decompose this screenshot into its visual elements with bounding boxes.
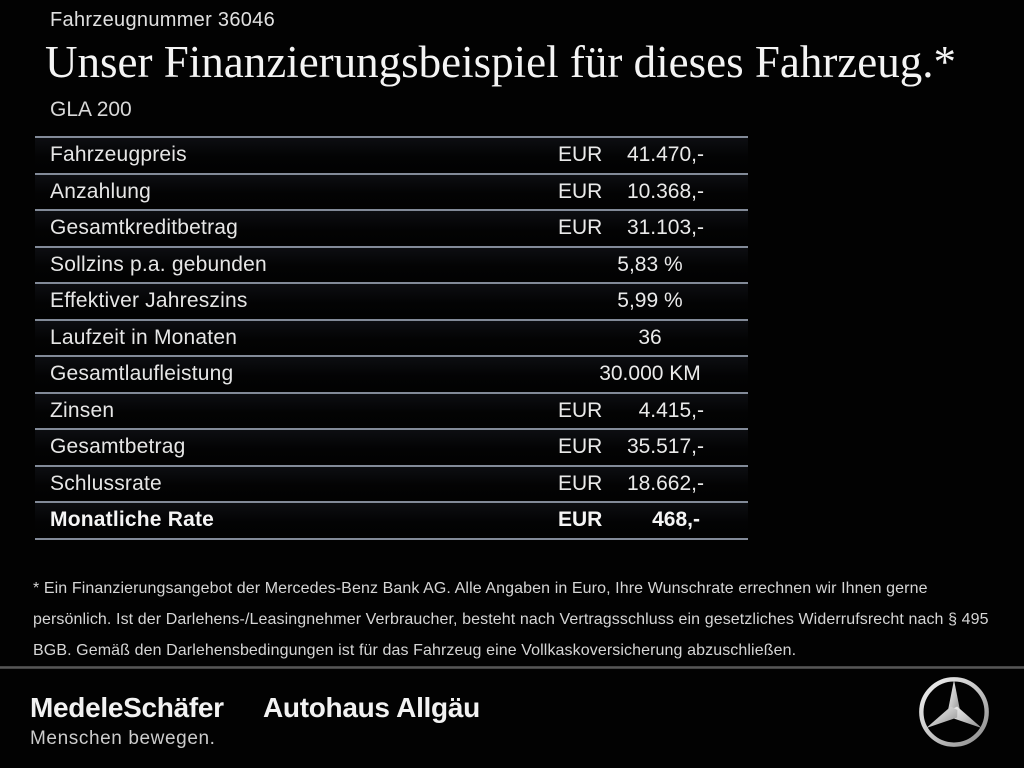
row-label: Schlussrate [50,471,162,495]
finance-table-row: Schlussrate EUR 18.662,- [35,464,748,501]
page-title: Unser Finanzierungsbeispiel für dieses F… [45,37,957,87]
finance-table-row: Gesamtbetrag EUR 35.517,- [35,428,748,465]
amount-value: 10.368,- [626,179,704,203]
finance-table-row: Gesamtlaufleistung 30.000 KM [35,355,748,392]
finance-table-row: Sollzins p.a. gebunden 5,83 % [35,245,748,282]
row-value: 30.000 KM [556,362,748,386]
amount-value: 41.470,- [626,143,704,167]
dealer-logo-secondary: Autohaus Allgäu [263,692,480,723]
footnote: * Ein Finanzierungsangebot der Mercedes-… [33,580,989,659]
row-value: EUR 31.103,- [556,216,748,240]
row-label: Zinsen [50,398,115,422]
mercedes-star-icon [919,677,989,747]
finance-table-row: Monatliche Rate EUR 468,- [35,501,748,538]
dealer-tagline: Menschen bewegen. [30,728,216,749]
amount-value: 36 [638,325,662,349]
amount-value: 4.415,- [638,398,704,422]
currency-label: EUR [558,143,603,167]
dealer-logo-primary: MedeleSchäfer [30,692,224,723]
currency-label: EUR [558,398,603,422]
row-label: Laufzeit in Monaten [50,325,238,349]
vehicle-number: Fahrzeugnummer 36046 [50,9,276,31]
currency-label: EUR [558,216,603,240]
row-value: EUR 468,- [556,508,748,532]
row-label: Anzahlung [50,179,152,203]
row-value: EUR 41.470,- [556,143,748,167]
row-label: Effektiver Jahreszins [50,289,248,313]
amount-value: 18.662,- [626,471,704,495]
row-value: EUR 4.415,- [556,399,748,423]
finance-table-row: Anzahlung EUR 10.368,- [35,172,748,209]
model-name: GLA 200 [50,98,132,121]
currency-label: EUR [558,179,603,203]
finance-table: Fahrzeugpreis EUR 41.470,- Anzahlung EUR 10.3… [35,136,748,540]
row-value: EUR 10.368,- [556,180,748,204]
finance-table-row: Effektiver Jahreszins 5,99 % [35,282,748,319]
row-value: EUR 18.662,- [556,472,748,496]
row-value: 5,83 % [556,253,748,277]
row-label: Gesamtbetrag [50,435,186,459]
footer-divider [0,666,1024,669]
finance-table-row: Gesamtkreditbetrag EUR 31.103,- [35,209,748,246]
amount-value: 5,83 % [617,252,683,276]
row-label: Monatliche Rate [50,508,215,532]
row-value: 36 [556,326,748,350]
row-label: Gesamtlaufleistung [50,362,234,386]
finance-table-row: Laufzeit in Monaten 36 [35,318,748,355]
row-value: 5,99 % [556,289,748,313]
row-label: Fahrzeugpreis [50,143,187,167]
amount-value: 5,99 % [617,289,683,313]
amount-value: 35.517,- [626,435,704,459]
finance-table-row: Zinsen EUR 4.415,- [35,391,748,428]
currency-label: EUR [558,508,603,532]
row-label: Sollzins p.a. gebunden [50,252,267,276]
finance-table-row: Fahrzeugpreis EUR 41.470,- [35,136,748,173]
amount-value: 31.103,- [626,216,704,240]
row-value: EUR 35.517,- [556,435,748,459]
row-label: Gesamtkreditbetrag [50,216,239,240]
currency-label: EUR [558,435,603,459]
currency-label: EUR [558,471,603,495]
amount-value: 30.000 KM [599,362,701,386]
amount-value: 468,- [652,508,700,532]
